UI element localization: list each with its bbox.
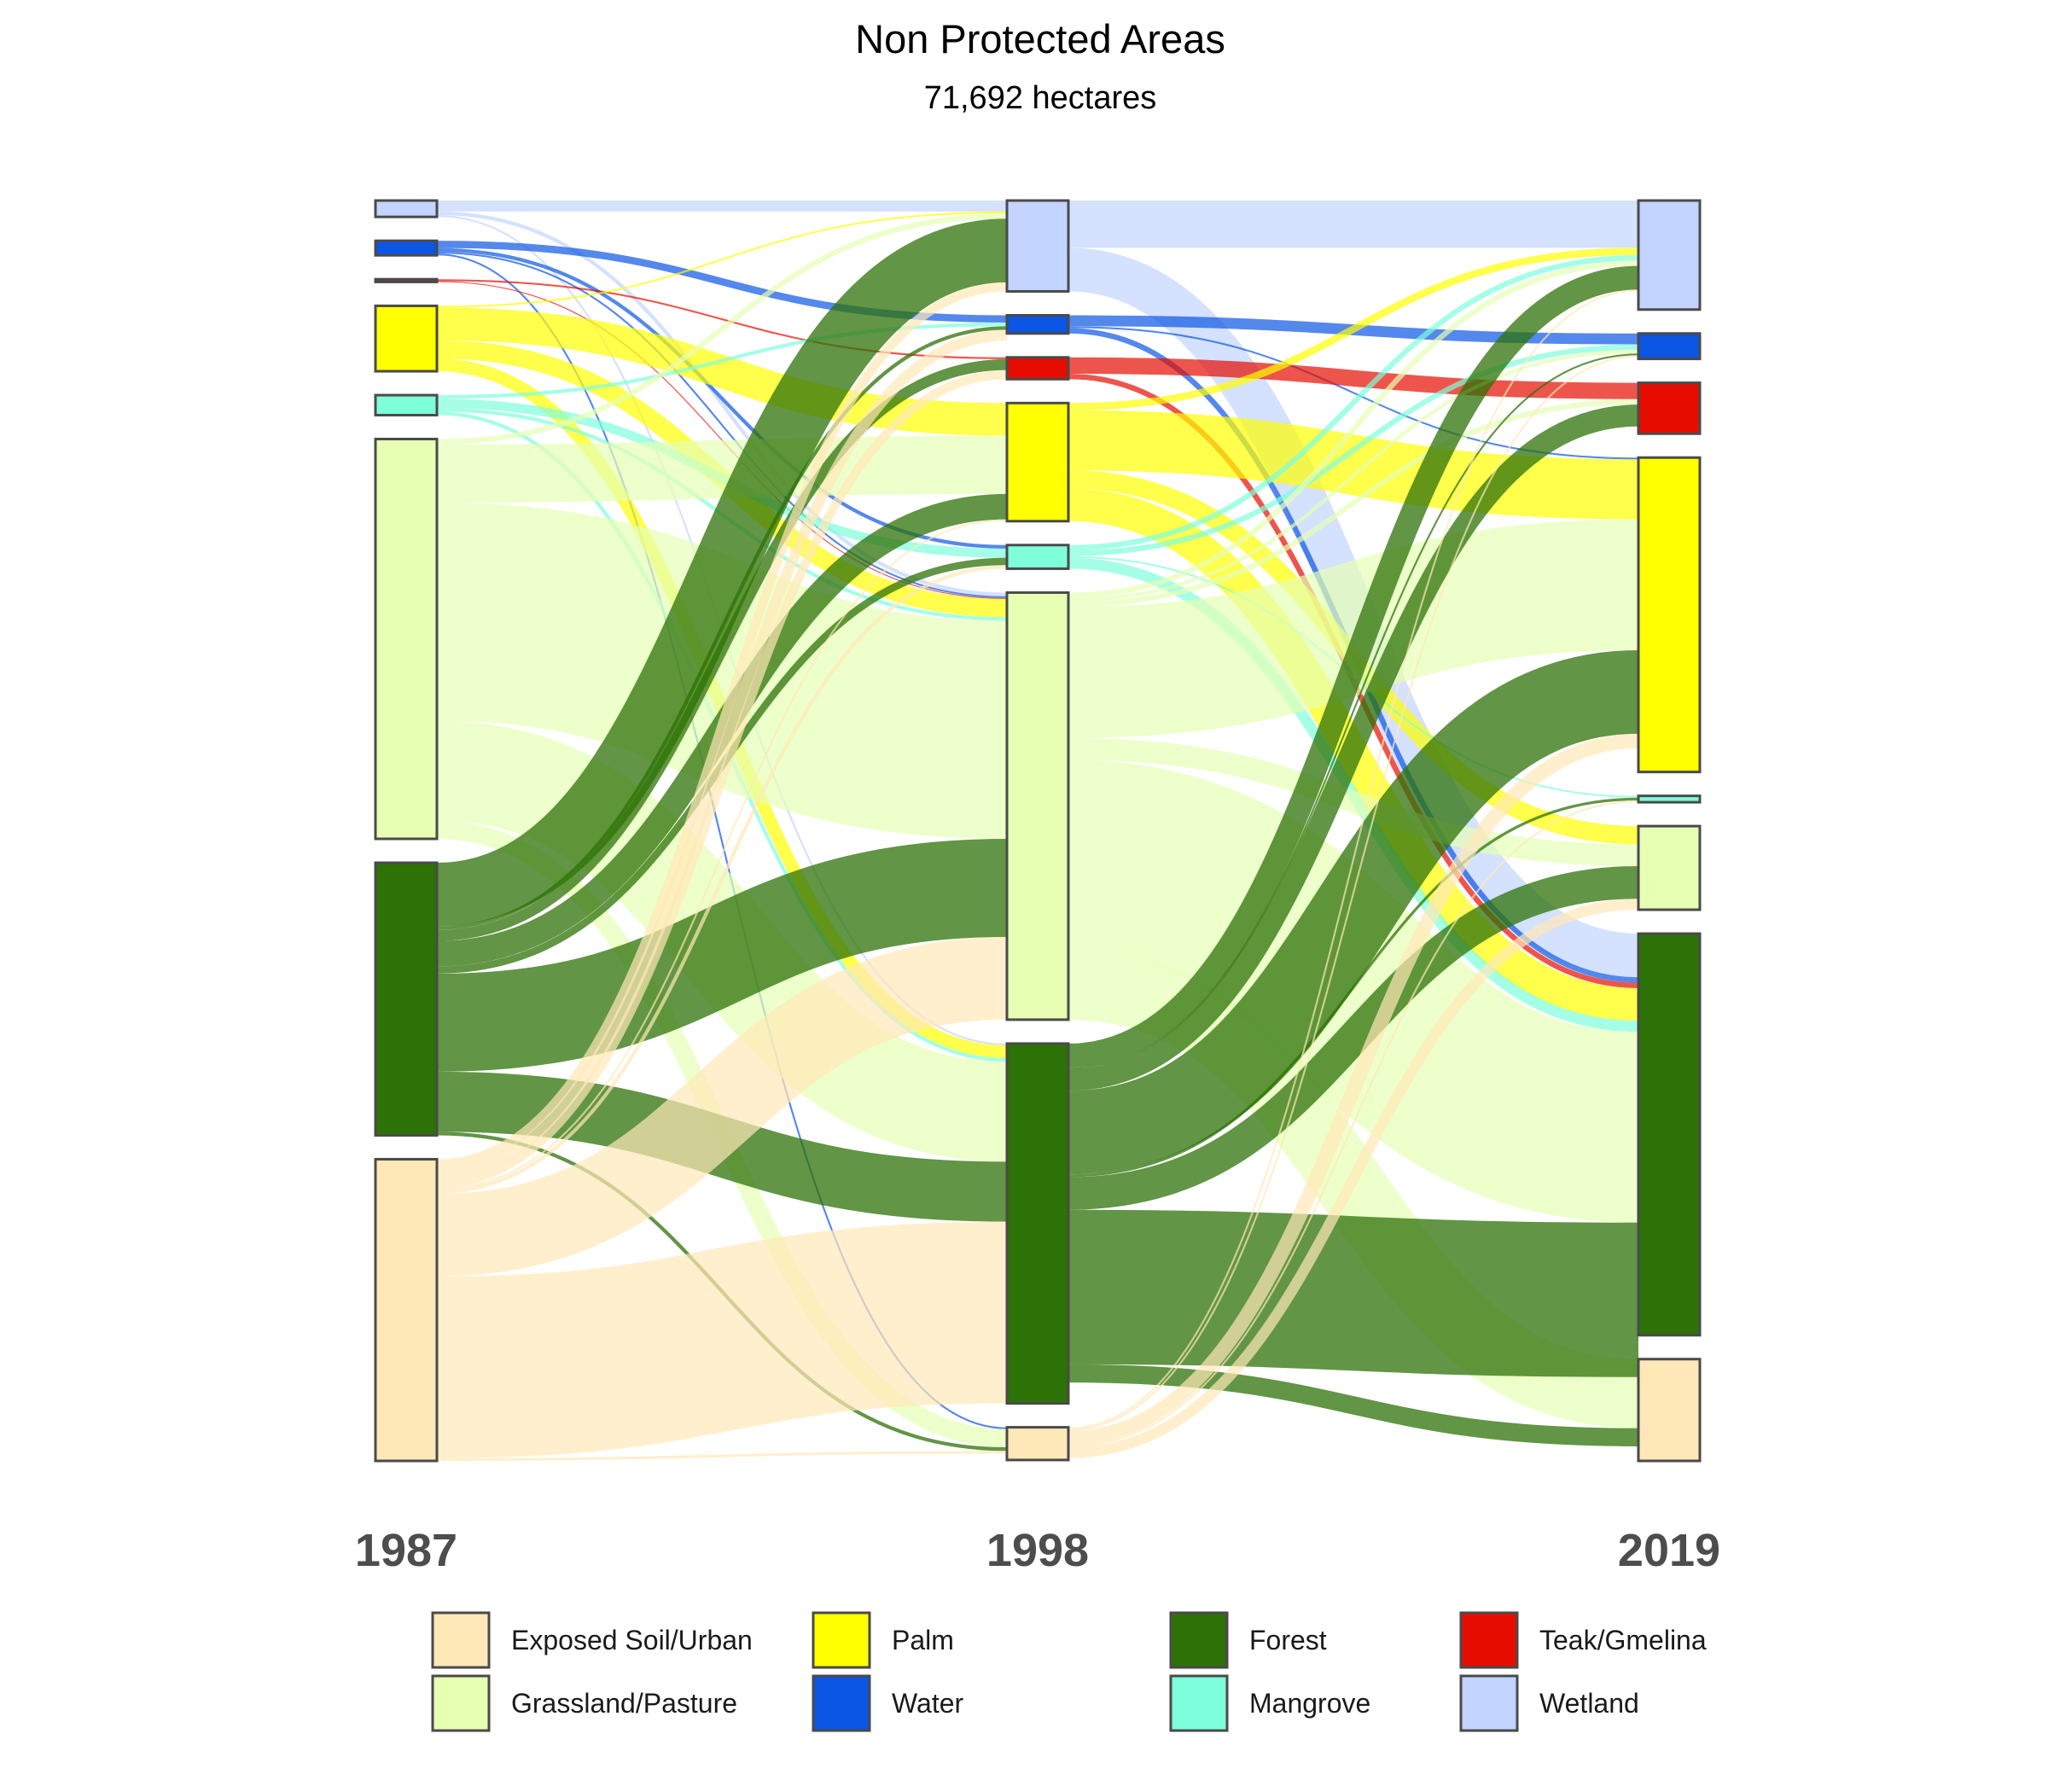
node-1998-grassland — [1005, 591, 1070, 1021]
node-1987-teak — [374, 277, 439, 283]
node-1987-palm — [374, 304, 439, 373]
node-1987-mangrove — [374, 393, 439, 416]
node-1987-forest — [374, 861, 439, 1137]
legend-swatch-forest — [1169, 1611, 1229, 1669]
node-2019-grassland — [1637, 824, 1702, 911]
flow-1998-palm-to-wetland — [1068, 247, 1639, 410]
flow-1998-soil-to-water — [1068, 355, 1639, 1431]
flow-1998-palm-to-palm — [1068, 410, 1639, 520]
flow-1998-forest-to-forest — [1068, 1209, 1639, 1377]
node-1998-forest — [1005, 1042, 1070, 1405]
legend: Exposed Soil/Urban Grassland/Pasture Palm W… — [431, 1611, 1707, 1732]
legend-label-soil: Exposed Soil/Urban — [511, 1625, 753, 1655]
flow-1987-forest-to-teak — [436, 358, 1008, 941]
flow-1998-forest-to-mangrove — [1068, 797, 1639, 1178]
flow-1987-soil-to-forest — [436, 1221, 1008, 1458]
stage-label-2019: 2019 — [1618, 1525, 1720, 1576]
flow-1987-soil-to-water — [436, 329, 1008, 1179]
node-2019-teak — [1637, 381, 1702, 435]
node-2019-forest — [1637, 932, 1702, 1337]
flow-1998-teak-to-teak — [1068, 357, 1639, 399]
node-2019-soil — [1637, 1358, 1702, 1463]
legend-label-palm: Palm — [892, 1625, 954, 1655]
flow-1987-soil-to-grassland — [436, 937, 1008, 1277]
node-2019-palm — [1637, 456, 1702, 774]
flow-1998-grassland-to-palm — [1068, 519, 1639, 738]
legend-swatch-soil — [431, 1611, 491, 1669]
node-1987-wetland — [374, 199, 439, 218]
flow-1998-grassland-to-wetland — [1068, 260, 1639, 598]
flow-1998-forest-to-water — [1068, 353, 1639, 1069]
flow-1987-mangrove-to-water — [436, 323, 1008, 399]
node-2019-wetland — [1637, 199, 1702, 311]
flow-1987-teak-to-teak — [436, 279, 1008, 359]
flow-1998-soil-to-wetland — [1068, 289, 1639, 1429]
flow-1998-grassland-to-water — [1068, 349, 1639, 602]
flow-1998-mangrove-to-wetland — [1068, 254, 1639, 551]
stage-labels: 1987 1998 2019 — [355, 1525, 1720, 1576]
legend-label-forest: Forest — [1249, 1625, 1327, 1655]
node-1987-water — [374, 239, 439, 257]
flow-1998-soil-to-palm — [1068, 733, 1639, 1446]
flow-1998-forest-to-palm — [1067, 649, 1640, 1175]
flow-1987-water-to-grassland — [436, 251, 1008, 598]
legend-swatch-wetland — [1459, 1674, 1519, 1732]
flow-1998-grassland-to-teak — [1068, 399, 1639, 608]
node-1998-teak — [1005, 356, 1070, 381]
legend-label-wetland: Wetland — [1539, 1688, 1639, 1719]
flow-1987-soil-to-teak — [436, 369, 1008, 1189]
chart-title: Non Protected Areas — [855, 16, 1225, 61]
flow-1987-wetland-to-grassland — [436, 211, 1008, 596]
legend-swatch-grassland — [431, 1674, 491, 1732]
legend-swatch-water — [812, 1674, 871, 1732]
flow-1987-grassland-to-wetland — [436, 212, 1008, 445]
node-bars — [374, 199, 1702, 1463]
flow-1987-forest-to-wetland — [435, 218, 1009, 927]
node-1998-water — [1005, 313, 1070, 335]
node-2019-water — [1637, 332, 1702, 361]
flow-1998-grassland-to-forest — [1066, 759, 1641, 1223]
flow-1998-forest-to-grassland — [1068, 865, 1639, 1210]
legend-swatch-palm — [812, 1611, 871, 1669]
flow-1987-palm-to-wetland — [436, 211, 1008, 308]
flow-1998-forest-to-teak — [1068, 404, 1639, 1091]
flow-1987-grassland-to-grassland — [436, 503, 1008, 840]
flow-1987-grassland-to-palm — [436, 435, 1008, 503]
flow-1998-soil-to-mangrove — [1068, 800, 1639, 1448]
flow-1987-soil-to-wetland — [436, 282, 1008, 1169]
flow-1987-teak-to-grassland — [436, 281, 1008, 600]
flow-1987-soil-to-mangrove — [436, 565, 1008, 1194]
node-1998-mangrove — [1005, 544, 1070, 570]
flow-1987-forest-to-water — [436, 326, 1008, 930]
legend-swatch-teak — [1459, 1611, 1519, 1669]
legend-label-water: Water — [892, 1688, 964, 1719]
legend-swatch-mangrove — [1169, 1674, 1229, 1732]
chart-subtitle: 71,692 hectares — [924, 80, 1157, 116]
node-1987-grassland — [374, 437, 439, 841]
stage-label-1998: 1998 — [986, 1525, 1089, 1576]
flow-1998-forest-to-wetland — [1068, 265, 1639, 1068]
node-1998-palm — [1005, 401, 1070, 523]
flow-1998-forest-to-soil — [1068, 1364, 1639, 1446]
flow-1998-soil-to-grassland — [1068, 899, 1639, 1458]
stage-label-1987: 1987 — [355, 1525, 457, 1576]
legend-label-grassland: Grassland/Pasture — [511, 1688, 737, 1719]
node-1998-soil — [1005, 1426, 1070, 1462]
flow-1987-soil-to-soil — [436, 1451, 1008, 1461]
node-1987-soil — [374, 1157, 439, 1463]
node-2019-mangrove — [1637, 794, 1702, 804]
flow-1987-soil-to-palm — [436, 519, 1008, 1190]
legend-label-mangrove: Mangrove — [1249, 1688, 1370, 1719]
node-1998-wetland — [1005, 199, 1070, 293]
flow-1998-grassland-to-grassland — [1068, 737, 1639, 866]
flow-1998-mangrove-to-water — [1068, 344, 1639, 556]
flow-1987-forest-to-grassland — [436, 839, 1008, 1072]
legend-label-teak: Teak/Gmelina — [1539, 1625, 1707, 1655]
flow-bands — [435, 200, 1641, 1461]
